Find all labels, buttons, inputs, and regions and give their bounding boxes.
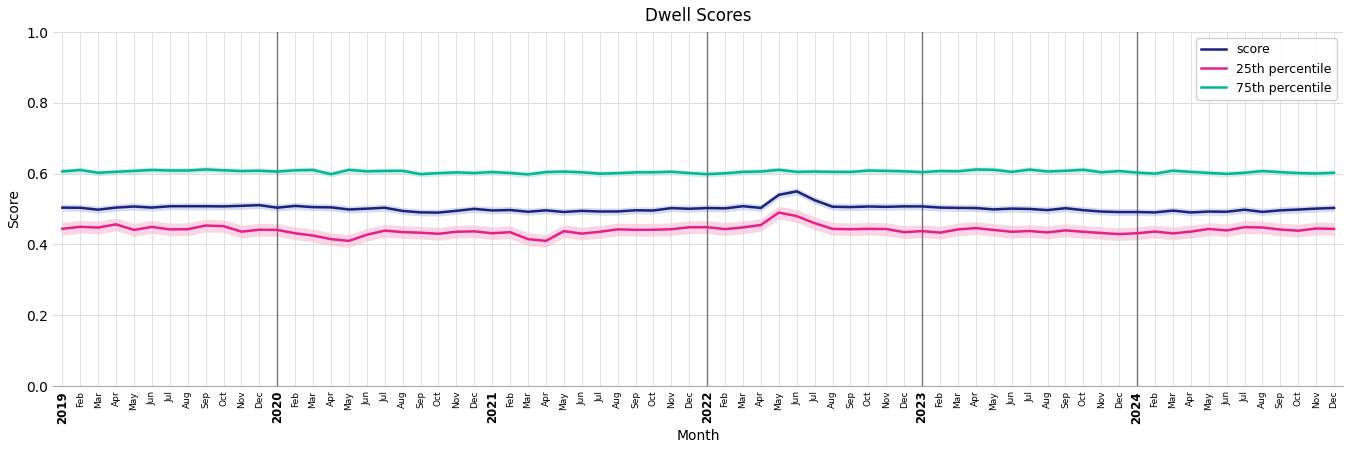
25th percentile: [806, 220, 822, 226]
Title: Dwell Scores: Dwell Scores: [645, 7, 752, 25]
Line: 75th percentile: 75th percentile: [62, 170, 1334, 175]
25th percentile: [1254, 225, 1270, 230]
25th percentile: [340, 238, 356, 243]
Legend: score, 25th percentile, 75th percentile: score, 25th percentile, 75th percentile: [1196, 38, 1336, 100]
score: [1326, 205, 1342, 211]
25th percentile: [502, 230, 518, 235]
75th percentile: [251, 168, 267, 173]
Y-axis label: Score: Score: [7, 189, 22, 229]
score: [950, 205, 967, 211]
score: [431, 210, 447, 215]
75th percentile: [806, 169, 822, 174]
75th percentile: [54, 169, 70, 174]
score: [788, 189, 805, 194]
Line: score: score: [62, 191, 1334, 212]
25th percentile: [234, 229, 250, 234]
75th percentile: [1326, 170, 1342, 176]
25th percentile: [1326, 226, 1342, 232]
25th percentile: [950, 227, 967, 232]
75th percentile: [197, 167, 213, 172]
75th percentile: [896, 169, 913, 174]
25th percentile: [54, 226, 70, 231]
X-axis label: Month: Month: [676, 429, 720, 443]
score: [502, 207, 518, 213]
Line: 25th percentile: 25th percentile: [62, 212, 1334, 241]
score: [1254, 209, 1270, 215]
score: [896, 204, 913, 209]
score: [234, 203, 250, 208]
75th percentile: [520, 172, 536, 177]
25th percentile: [896, 230, 913, 235]
score: [54, 205, 70, 210]
75th percentile: [1254, 168, 1270, 174]
score: [806, 198, 822, 203]
75th percentile: [950, 169, 967, 174]
25th percentile: [771, 210, 787, 215]
75th percentile: [502, 170, 518, 176]
